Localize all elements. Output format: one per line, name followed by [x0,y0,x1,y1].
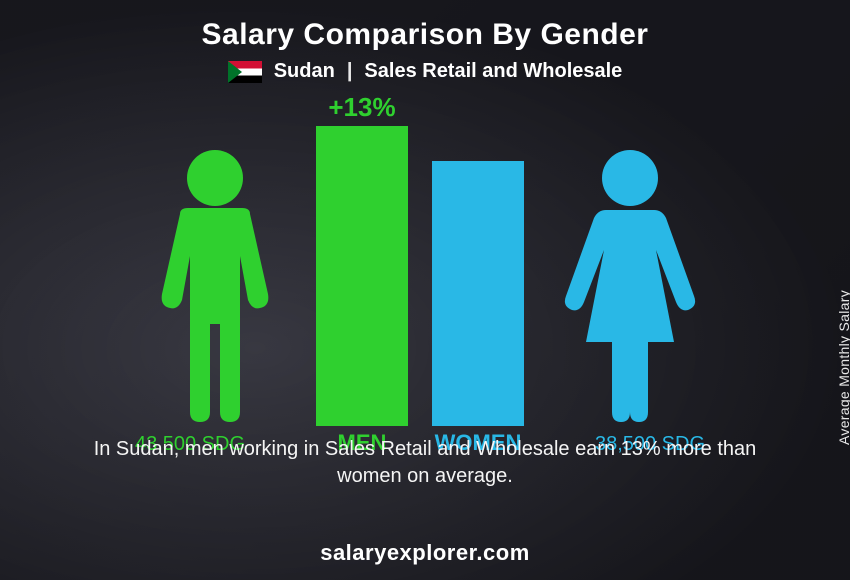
sector-label: Sales Retail and Wholesale [364,60,622,83]
subtitle-row: Sudan | Sales Retail and Wholesale [0,60,850,83]
country-label: Sudan [274,60,335,83]
pct-difference-label: +13% [302,92,422,123]
male-bar [316,126,408,426]
female-person-icon [550,146,710,426]
chart-area: +13% 43,500 SDG MEN WOMEN 38,500 SDG [0,96,850,456]
subtitle-divider: | [347,60,353,83]
sudan-flag-icon [228,61,262,83]
infographic-container: Salary Comparison By Gender Sudan | Sale… [0,0,850,580]
female-bar [432,161,524,426]
page-title: Salary Comparison By Gender [0,18,850,52]
y-axis-label: Average Monthly Salary [836,290,850,445]
male-person-icon [140,146,290,426]
description-text: In Sudan, men working in Sales Retail an… [60,436,790,490]
footer-source: salaryexplorer.com [0,540,850,566]
